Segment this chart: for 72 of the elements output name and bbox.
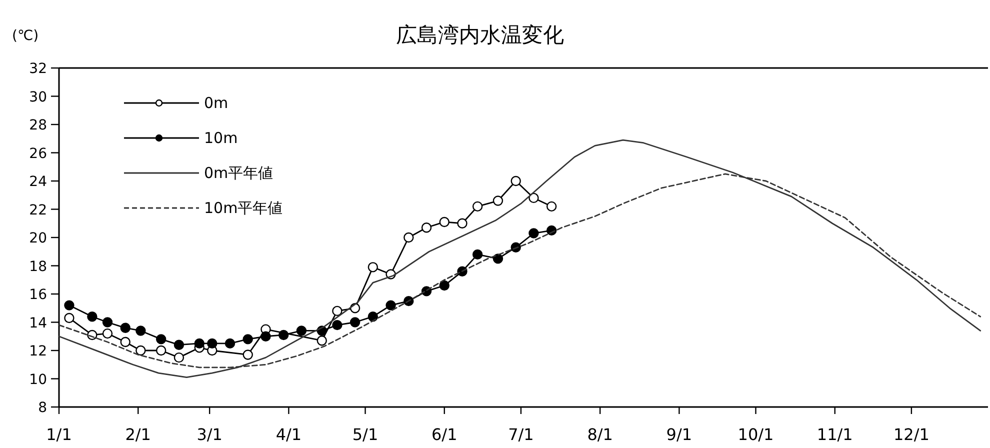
point [510, 176, 521, 186]
x-tick-label: 3/1 [196, 425, 222, 444]
point [296, 326, 307, 336]
point [439, 216, 450, 228]
point [136, 326, 146, 336]
point [102, 328, 113, 339]
y-tick-label: 26 [29, 146, 48, 162]
x-tick-label: 2/1 [125, 425, 151, 444]
y-axis-title: (℃) [12, 28, 39, 44]
y-tick-label: 32 [29, 61, 47, 77]
x-tick-label: 8/1 [587, 425, 613, 444]
point [64, 300, 74, 310]
legend-label: 10m [204, 129, 238, 147]
legend-label: 0m [204, 94, 228, 112]
y-tick-label: 16 [29, 287, 48, 303]
point [102, 317, 113, 328]
y-tick-label: 28 [29, 118, 47, 134]
point [194, 338, 204, 349]
x-tick-label: 5/1 [352, 425, 378, 444]
point [472, 249, 483, 260]
point [174, 352, 184, 363]
y-tick-label: 10 [29, 372, 47, 388]
point [156, 345, 166, 356]
point [386, 300, 396, 310]
point [368, 312, 378, 322]
point [120, 322, 130, 333]
point [120, 336, 130, 348]
y-tick-label: 20 [29, 230, 47, 246]
point [278, 330, 289, 340]
point [472, 201, 483, 212]
point [439, 280, 450, 291]
point [492, 254, 504, 264]
point [64, 312, 74, 324]
x-tick-label: 11/1 [816, 425, 853, 444]
point [242, 334, 253, 344]
point [350, 317, 360, 328]
point [332, 306, 342, 316]
point [421, 222, 432, 233]
x-tick-label: 9/1 [666, 425, 692, 444]
point [404, 232, 414, 243]
x-tick-label: 7/1 [508, 425, 534, 444]
x-tick-label: 6/1 [432, 425, 458, 444]
point [368, 262, 378, 272]
point [87, 312, 98, 322]
x-tick-label: 1/1 [46, 425, 72, 444]
y-tick-label: 8 [38, 400, 47, 416]
y-tick-label: 12 [29, 344, 47, 360]
point [174, 340, 184, 350]
point [136, 345, 146, 356]
point [207, 338, 218, 349]
chart-title: 広島湾内水温変化 [396, 23, 564, 47]
point [546, 201, 557, 212]
x-tick-label: 10/1 [738, 425, 774, 444]
point [242, 350, 253, 360]
y-tick-label: 18 [29, 258, 47, 275]
point [528, 228, 539, 238]
point [528, 192, 539, 204]
point [457, 218, 468, 228]
point [492, 196, 504, 206]
point [224, 338, 236, 349]
point [332, 320, 342, 330]
legend-label: 10m平年値 [204, 199, 283, 217]
point [156, 334, 166, 344]
point [316, 336, 327, 346]
y-tick-label: 30 [29, 89, 47, 106]
y-tick-label: 24 [29, 174, 48, 190]
y-tick-label: 14 [29, 315, 48, 332]
point [260, 331, 271, 342]
y-tick-label: 22 [29, 202, 47, 218]
x-tick-label: 4/1 [276, 425, 302, 444]
x-tick-label: 12/1 [893, 425, 930, 444]
legend-label: 0m平年値 [204, 164, 274, 182]
